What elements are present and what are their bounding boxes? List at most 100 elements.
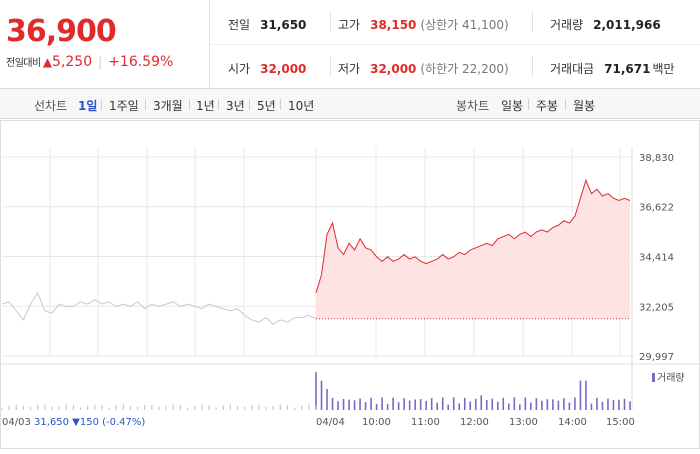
prev-volume-bar: [251, 404, 253, 410]
volume-bar: [502, 397, 505, 410]
divider: [532, 12, 533, 32]
prev-volume-bar: [151, 404, 153, 410]
stat-prev-close: 전일 31,650: [228, 16, 306, 33]
x-tick-label: 13:00: [509, 417, 538, 428]
prev-close-label: 전일: [228, 18, 251, 32]
today-price-line: [315, 178, 631, 293]
amount-label: 거래대금: [550, 62, 595, 76]
period-3y[interactable]: 3년: [226, 99, 245, 113]
stat-open: 시가 32,000: [228, 60, 306, 77]
candle-weekly[interactable]: 주봉: [536, 99, 559, 113]
x-tick-label: 15:00: [606, 417, 635, 428]
amount-value: 71,671: [604, 62, 651, 76]
volume-bar: [458, 403, 461, 410]
volume-bar: [342, 398, 345, 410]
volume-bar: [315, 372, 317, 410]
divider: [330, 12, 331, 32]
prev-volume-bar: [301, 405, 303, 410]
divider: [330, 56, 331, 76]
prev-volume-bar: [108, 407, 110, 410]
prev-volume-bar: [165, 406, 167, 410]
up-arrow-icon: ▲: [42, 55, 53, 69]
volume-bar: [447, 404, 450, 410]
stats-row-divider: [210, 44, 700, 45]
prev-volume-bar: [272, 406, 274, 410]
amount-unit: 백만: [652, 62, 675, 76]
volume-value: 2,011,966: [593, 18, 661, 32]
volume-bar: [359, 398, 361, 410]
volume-bar: [469, 401, 472, 410]
volume-bar: [530, 402, 532, 410]
period-1d[interactable]: 1일: [78, 99, 98, 113]
change-divider: |: [98, 55, 103, 69]
volume-bar: [508, 403, 510, 410]
volume-bar: [612, 400, 615, 410]
prev-volume-bar: [22, 405, 25, 410]
volume-bar: [452, 397, 455, 410]
period-10y[interactable]: 10년: [288, 99, 315, 113]
volume-bar: [419, 399, 422, 410]
stat-high: 고가 38,150 (상한가 41,100): [338, 16, 509, 33]
open-label: 시가: [228, 62, 251, 76]
prev-volume-bar: [222, 405, 224, 410]
period-5y[interactable]: 5년: [257, 99, 276, 113]
prev-close-readout: 31,650 ▼150 (-0.47%): [34, 417, 145, 428]
prev-close-value: 31,650: [260, 18, 307, 32]
prev-volume-bar: [44, 404, 46, 410]
candle-monthly[interactable]: 월봉: [573, 99, 596, 113]
period-1w[interactable]: 1주일: [109, 99, 139, 113]
volume-bar: [320, 380, 323, 410]
x-tick-today-date: 04/04: [316, 417, 345, 428]
volume-bar: [491, 398, 494, 410]
upper-limit: (상한가 41,100): [420, 18, 509, 32]
volume-bar: [496, 401, 499, 410]
candle-daily[interactable]: 일봉: [501, 99, 524, 113]
price-panel: 36,900 전일대비 ▲ 5,250 | +16.59%: [0, 0, 210, 88]
volume-bar: [348, 399, 350, 410]
volume-bar: [524, 397, 527, 410]
prev-volume-bar: [279, 404, 281, 410]
divider: [280, 99, 281, 110]
prev-volume-bar: [115, 405, 117, 410]
volume-bar: [480, 395, 483, 410]
change-row: 전일대비 ▲ 5,250 | +16.59%: [6, 54, 173, 70]
y-tick-label: 32,205: [639, 302, 674, 313]
period-1y[interactable]: 1년: [196, 99, 215, 113]
prev-volume-bar: [144, 404, 146, 410]
low-value: 32,000: [370, 62, 417, 76]
volume-bar: [337, 401, 339, 410]
volume-bar: [513, 397, 516, 410]
x-tick-label: 12:00: [460, 417, 489, 428]
divider: [145, 99, 146, 110]
today-price-fill: [316, 180, 630, 319]
volume-bar: [601, 401, 604, 410]
volume-bar: [331, 397, 334, 410]
prev-volume-bar: [58, 406, 60, 410]
line-chart-label: 선차트: [34, 99, 68, 113]
prev-volume-bar: [315, 405, 317, 410]
x-tick-label: 11:00: [411, 417, 440, 428]
volume-bar: [370, 397, 372, 410]
volume-bar: [326, 389, 328, 410]
period-3m[interactable]: 3개월: [153, 99, 183, 113]
prev-volume-bar: [15, 404, 17, 410]
price-chart[interactable]: 38,830 36,622 34,414 32,205 29,997 거래량 04/03…: [0, 120, 700, 450]
chart-svg: 38,830 36,622 34,414 32,205 29,997 거래량 04/03…: [0, 120, 700, 449]
volume-legend-swatch: [652, 373, 655, 382]
volume-bar: [546, 399, 549, 410]
volume-bar: [436, 402, 438, 410]
prev-volume-bar: [236, 406, 239, 410]
volume-bar: [579, 380, 582, 410]
prev-volume-bar: [186, 407, 189, 410]
prev-volume-bar: [208, 405, 210, 410]
prev-volume-bar: [244, 406, 246, 410]
prev-volume-bar: [94, 404, 96, 410]
prev-volume-bar: [229, 404, 231, 410]
volume-bar: [618, 399, 620, 410]
prev-volume-bar: [1, 407, 3, 410]
high-value: 38,150: [370, 18, 417, 32]
volume-bar: [607, 398, 609, 410]
prev-volume-bar: [286, 405, 289, 410]
volume-bar: [397, 402, 400, 410]
volume-bar: [414, 399, 416, 410]
